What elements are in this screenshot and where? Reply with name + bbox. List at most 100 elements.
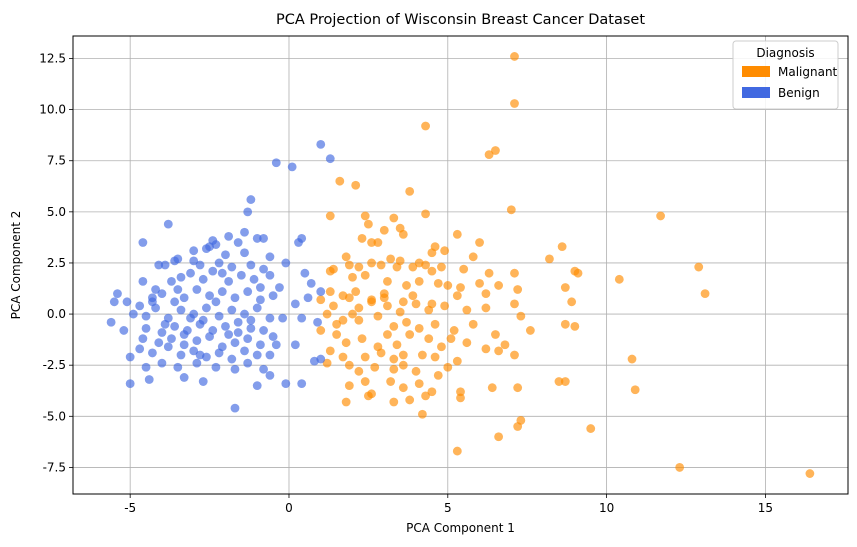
point-malignant bbox=[341, 397, 351, 407]
point-malignant bbox=[491, 330, 500, 339]
point-benign bbox=[167, 276, 176, 286]
point-malignant bbox=[462, 305, 472, 315]
point-benign bbox=[287, 162, 297, 172]
point-malignant bbox=[398, 383, 408, 393]
point-benign bbox=[243, 207, 253, 217]
point-malignant bbox=[627, 354, 637, 364]
point-benign bbox=[141, 362, 151, 372]
point-benign bbox=[246, 260, 256, 270]
point-malignant bbox=[402, 317, 411, 327]
point-malignant bbox=[433, 371, 443, 380]
point-malignant bbox=[354, 303, 364, 313]
point-malignant bbox=[411, 299, 421, 309]
point-benign bbox=[128, 309, 138, 319]
point-malignant bbox=[373, 238, 383, 247]
point-malignant bbox=[373, 311, 383, 321]
point-malignant bbox=[421, 209, 430, 219]
point-malignant bbox=[325, 346, 335, 356]
legend-label-benign: Benign bbox=[778, 86, 820, 100]
point-malignant bbox=[513, 285, 523, 294]
point-malignant bbox=[357, 334, 367, 344]
point-malignant bbox=[468, 252, 478, 262]
point-malignant bbox=[389, 397, 399, 407]
y-axis-label: PCA Component 2 bbox=[9, 211, 23, 320]
point-benign bbox=[144, 375, 154, 384]
chart-title: PCA Projection of Wisconsin Breast Cance… bbox=[276, 12, 645, 28]
point-malignant bbox=[398, 360, 408, 370]
point-benign bbox=[224, 330, 234, 339]
axis-ticks: -5 0 5 10 15 -7.5 -5.0 -2.5 0.0 2.5 5.0 7.5 10.0 12.5 bbox=[39, 51, 773, 515]
point-malignant bbox=[414, 276, 424, 286]
y-tick-label: 7.5 bbox=[47, 154, 66, 168]
legend-swatch-benign bbox=[742, 87, 770, 98]
point-benign bbox=[217, 268, 227, 278]
point-benign bbox=[160, 260, 170, 270]
point-benign bbox=[125, 379, 135, 388]
point-malignant bbox=[360, 352, 370, 362]
point-benign bbox=[300, 268, 310, 278]
point-malignant bbox=[338, 315, 348, 325]
point-malignant bbox=[427, 248, 437, 258]
point-malignant bbox=[398, 350, 408, 360]
point-malignant bbox=[414, 323, 424, 333]
point-malignant bbox=[456, 283, 465, 292]
point-benign bbox=[233, 238, 243, 247]
point-malignant bbox=[408, 291, 418, 301]
point-malignant bbox=[452, 446, 462, 456]
point-benign bbox=[214, 258, 224, 268]
point-malignant bbox=[367, 389, 376, 399]
point-malignant bbox=[383, 301, 392, 311]
point-malignant bbox=[545, 254, 554, 264]
point-malignant bbox=[443, 362, 453, 372]
point-benign bbox=[249, 274, 259, 284]
point-benign bbox=[252, 234, 262, 243]
point-malignant bbox=[386, 254, 396, 264]
point-benign bbox=[297, 313, 307, 323]
point-benign bbox=[306, 279, 316, 288]
point-benign bbox=[268, 291, 278, 301]
point-benign bbox=[211, 297, 221, 307]
point-benign bbox=[227, 262, 237, 272]
point-benign bbox=[290, 340, 300, 350]
point-benign bbox=[160, 319, 170, 329]
point-benign bbox=[303, 293, 313, 303]
point-benign bbox=[230, 364, 240, 374]
point-benign bbox=[208, 266, 218, 276]
point-malignant bbox=[414, 379, 424, 388]
point-malignant bbox=[379, 225, 389, 235]
point-benign bbox=[109, 297, 119, 307]
point-malignant bbox=[344, 381, 354, 391]
y-tick-label: -2.5 bbox=[43, 358, 66, 372]
point-malignant bbox=[405, 330, 415, 339]
point-malignant bbox=[487, 383, 497, 393]
point-malignant bbox=[805, 469, 815, 478]
y-tick-label: -5.0 bbox=[43, 409, 66, 423]
point-benign bbox=[154, 338, 164, 348]
point-benign bbox=[176, 305, 186, 315]
point-benign bbox=[148, 348, 157, 358]
point-benign bbox=[217, 287, 227, 296]
point-malignant bbox=[433, 279, 443, 288]
point-benign bbox=[198, 274, 208, 284]
grid-lines bbox=[73, 36, 848, 494]
point-benign bbox=[157, 328, 167, 337]
point-malignant bbox=[449, 326, 459, 335]
point-benign bbox=[170, 321, 180, 331]
plot-area-frame bbox=[72, 35, 849, 495]
point-malignant bbox=[351, 180, 361, 190]
point-malignant bbox=[411, 366, 421, 376]
point-benign bbox=[176, 272, 186, 282]
point-malignant bbox=[462, 338, 472, 348]
point-malignant bbox=[322, 358, 332, 368]
point-malignant bbox=[484, 268, 494, 278]
point-benign bbox=[198, 377, 208, 386]
point-benign bbox=[316, 139, 326, 149]
point-benign bbox=[240, 227, 249, 237]
point-malignant bbox=[694, 262, 704, 272]
point-benign bbox=[141, 311, 151, 321]
point-benign bbox=[243, 334, 253, 344]
point-benign bbox=[259, 264, 268, 274]
point-benign bbox=[252, 350, 262, 360]
point-benign bbox=[265, 313, 275, 323]
point-benign bbox=[176, 350, 186, 360]
